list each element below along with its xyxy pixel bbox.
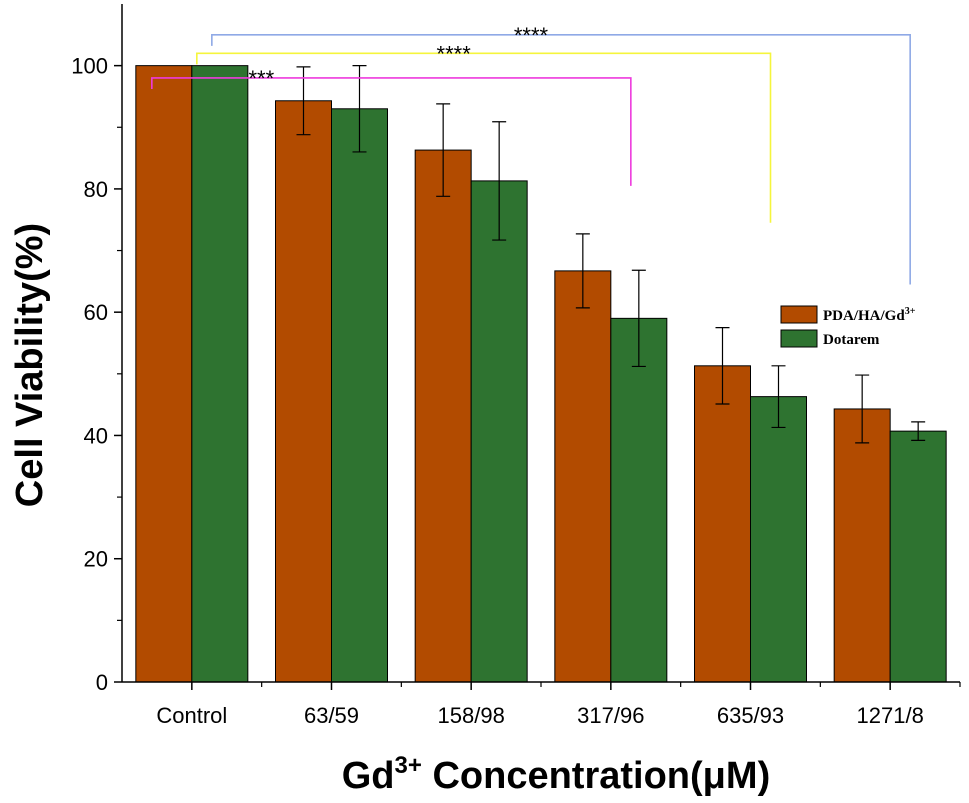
legend: PDA/HA/Gd3+ Dotarem: [780, 305, 916, 348]
y-tick-label: 60: [84, 300, 108, 325]
x-tick-label: 158/98: [438, 703, 505, 728]
x-axis-title-sup: 3+: [395, 752, 422, 779]
legend-label-dotarem: Dotarem: [823, 332, 880, 348]
error-bar-dotarem-4: [771, 365, 786, 429]
legend-swatch-pda: [780, 305, 818, 324]
significance-label-0: ****: [514, 23, 549, 48]
x-axis-title-main: Gd: [342, 755, 395, 797]
bar-pda-1: [275, 100, 332, 683]
bar-pda-3: [554, 270, 612, 683]
error-bar-pda-4: [715, 326, 730, 405]
legend-swatch-dotarem: [780, 329, 818, 348]
error-bar-dotarem-5: [911, 421, 926, 441]
legend-label-pda: PDA/HA/Gd3+: [823, 306, 916, 324]
x-axis-title: Gd3+ Concentration(μM): [342, 752, 770, 797]
error-bar-dotarem-3: [631, 269, 646, 368]
significance-layer: ***********: [151, 23, 911, 285]
y-tick-label: 100: [71, 54, 108, 79]
bar-pda-0: [135, 65, 193, 683]
x-tick-label: 317/96: [577, 703, 644, 728]
bar-dotarem-1: [331, 108, 388, 683]
axes-layer: [114, 4, 961, 690]
bar-dotarem-0: [191, 65, 249, 683]
x-tick-label: 1271/8: [857, 703, 924, 728]
significance-bracket-2: [151, 77, 632, 186]
bars-layer: [135, 65, 947, 683]
bar-pda-4: [694, 365, 751, 683]
y-axis-title: Cell Viability(%): [9, 223, 51, 507]
y-tick-label: 20: [84, 547, 108, 572]
legend-label-pda-sup: 3+: [905, 306, 916, 317]
bar-dotarem-2: [470, 180, 528, 683]
significance-label-1: ****: [437, 41, 472, 66]
bar-pda-2: [414, 149, 472, 683]
bar-pda-5: [833, 408, 891, 683]
bar-dotarem-4: [750, 396, 807, 683]
legend-label-pda-main: PDA/HA/Gd: [823, 308, 905, 324]
y-tick-label: 40: [84, 423, 108, 448]
y-tick-label: 80: [84, 177, 108, 202]
error-bar-pda-3: [575, 233, 590, 309]
tick-labels-layer: 0 20 40 60 80 100 Control 63/59 158/98 317/96 635/…: [71, 54, 924, 728]
significance-bracket-0: [211, 34, 911, 285]
error-bars-layer: [296, 65, 926, 444]
bar-dotarem-3: [610, 317, 668, 683]
x-tick-label: Control: [156, 703, 227, 728]
significance-label-2: ***: [248, 66, 274, 91]
error-bar-dotarem-1: [352, 65, 367, 153]
error-bar-dotarem-2: [492, 121, 507, 241]
significance-bracket-1: [196, 52, 772, 223]
y-tick-label: 0: [96, 670, 108, 695]
x-axis-title-rest: Concentration(μM): [422, 755, 770, 797]
bar-dotarem-5: [889, 430, 947, 683]
x-tick-label: 63/59: [304, 703, 359, 728]
error-bar-pda-5: [855, 374, 870, 444]
x-tick-label: 635/93: [717, 703, 784, 728]
error-bar-pda-2: [436, 103, 451, 197]
